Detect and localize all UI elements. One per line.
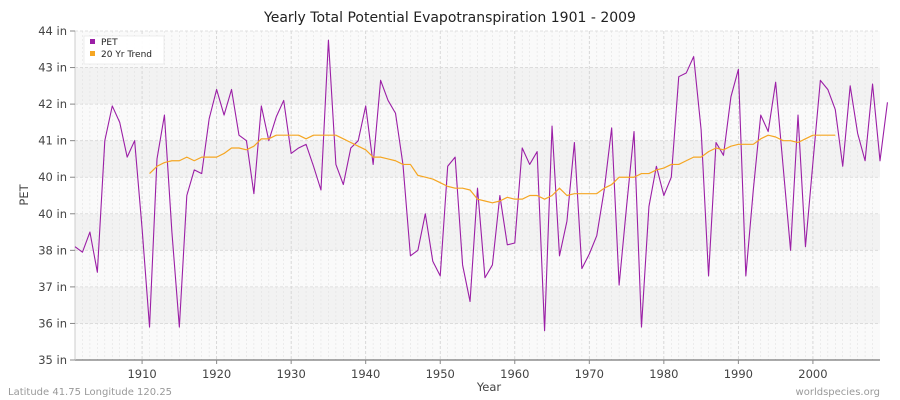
background-band bbox=[75, 67, 880, 105]
y-tick-label: 35 in bbox=[38, 353, 67, 367]
legend-label-pet: PET bbox=[101, 38, 118, 48]
y-tick-label: 43 in bbox=[38, 61, 67, 75]
y-tick-label: 40 in bbox=[38, 170, 67, 184]
pet-series-line bbox=[74, 39, 888, 332]
legend-swatch-pet bbox=[90, 39, 95, 44]
y-axis-ticks: 35 in 36 in 37 in 38 in 40 in 40 in 41 in 42 in… bbox=[38, 24, 75, 367]
x-tick-label: 1990 bbox=[724, 367, 753, 381]
legend-label-trend: 20 Yr Trend bbox=[101, 50, 152, 60]
x-tick-label: 1950 bbox=[426, 367, 455, 381]
y-tick-label: 42 in bbox=[38, 97, 67, 111]
legend: PET 20 Yr Trend bbox=[83, 35, 165, 65]
x-tick-label: 1920 bbox=[202, 367, 231, 381]
x-tick-label: 1940 bbox=[351, 367, 380, 381]
x-tick-label: 1980 bbox=[649, 367, 678, 381]
chart-title: Yearly Total Potential Evapotranspiratio… bbox=[263, 10, 636, 26]
x-tick-label: 1970 bbox=[575, 367, 604, 381]
footer-source: worldspecies.org bbox=[796, 387, 880, 398]
series-layer bbox=[74, 39, 888, 332]
background-band bbox=[75, 323, 880, 360]
y-tick-label: 44 in bbox=[38, 24, 67, 38]
x-tick-label: 1930 bbox=[277, 367, 306, 381]
legend-swatch-trend bbox=[90, 51, 95, 56]
y-tick-label: 40 in bbox=[38, 207, 67, 221]
x-axis-label: Year bbox=[476, 380, 502, 394]
major-gridlines bbox=[75, 30, 880, 360]
y-tick-label: 37 in bbox=[38, 280, 67, 294]
trend-series-line bbox=[149, 134, 836, 204]
footer-coordinates: Latitude 41.75 Longitude 120.25 bbox=[8, 387, 172, 398]
x-tick-label: 1960 bbox=[500, 367, 529, 381]
legend-box bbox=[83, 35, 165, 65]
x-tick-label: 2000 bbox=[798, 367, 827, 381]
y-tick-label: 41 in bbox=[38, 134, 67, 148]
y-axis-label: PET bbox=[17, 183, 31, 205]
x-tick-label: 1910 bbox=[127, 367, 156, 381]
background-band bbox=[75, 31, 880, 68]
y-tick-label: 38 in bbox=[38, 243, 67, 257]
y-tick-label: 36 in bbox=[38, 316, 67, 330]
x-axis-ticks: 1910 1920 1930 1940 1950 1960 1970 1980 1990 2000 bbox=[127, 360, 828, 381]
